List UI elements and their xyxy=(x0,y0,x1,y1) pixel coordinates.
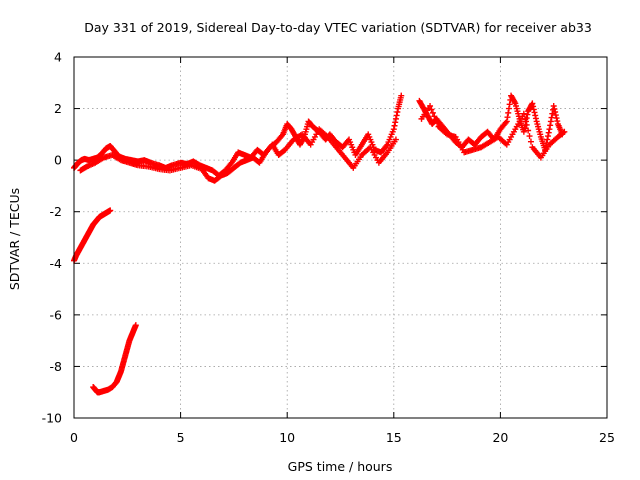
x-tick-label: 15 xyxy=(386,430,402,445)
data-point xyxy=(390,126,397,133)
x-tick-label: 20 xyxy=(492,430,508,445)
data-point xyxy=(529,100,536,107)
data-point xyxy=(523,121,530,128)
data-point xyxy=(506,101,513,108)
y-tick-label: -2 xyxy=(50,204,62,219)
data-point xyxy=(544,136,551,143)
data-point xyxy=(530,103,537,110)
data-point xyxy=(428,106,435,113)
data-point xyxy=(394,109,401,116)
data-points xyxy=(71,92,568,396)
data-point xyxy=(526,133,533,140)
y-tick-label: 0 xyxy=(54,153,62,168)
y-tick-label: 4 xyxy=(54,50,62,65)
data-point xyxy=(278,132,285,139)
y-tick-label: 2 xyxy=(54,101,62,116)
y-axis-label: SDTVAR / TECUs xyxy=(7,188,22,290)
series-main-trace-b xyxy=(77,126,399,184)
data-point xyxy=(511,99,518,106)
y-tick-label: -8 xyxy=(50,359,63,374)
grid-lines xyxy=(74,57,607,418)
y-tick-label: -6 xyxy=(50,307,63,322)
data-point xyxy=(383,142,390,149)
data-point xyxy=(429,109,436,116)
x-tick-label: 25 xyxy=(599,430,615,445)
data-point xyxy=(551,106,558,113)
data-point xyxy=(132,322,139,329)
data-point xyxy=(525,127,532,134)
data-point xyxy=(527,138,534,145)
data-point xyxy=(432,116,439,123)
data-point xyxy=(392,115,399,122)
x-tick-label: 10 xyxy=(279,430,295,445)
data-point xyxy=(547,118,554,125)
data-point xyxy=(431,113,438,120)
data-point xyxy=(531,109,538,116)
data-point xyxy=(554,118,561,125)
data-point xyxy=(532,115,539,122)
series-late-trace-b xyxy=(418,102,568,161)
data-point xyxy=(545,133,552,140)
data-point xyxy=(521,125,528,132)
plot-frame xyxy=(73,56,608,419)
data-point xyxy=(520,128,527,135)
data-point xyxy=(398,92,405,99)
data-point xyxy=(393,112,400,119)
data-point xyxy=(107,207,114,214)
data-point xyxy=(505,105,512,112)
data-point xyxy=(427,102,434,109)
data-point xyxy=(547,122,554,129)
data-point xyxy=(434,120,441,127)
data-point xyxy=(504,114,511,121)
data-point xyxy=(545,129,552,136)
data-point xyxy=(532,112,539,119)
data-point xyxy=(227,161,234,168)
x-axis-label: GPS time / hours xyxy=(288,459,393,474)
series-low-rise xyxy=(90,322,139,396)
data-point xyxy=(505,109,512,116)
x-tick-label: 0 xyxy=(70,430,78,445)
data-point xyxy=(502,119,509,126)
data-point xyxy=(553,115,560,122)
data-point xyxy=(561,128,568,135)
data-point xyxy=(560,129,567,136)
chart-title: Day 331 of 2019, Sidereal Day-to-day VTE… xyxy=(84,20,592,35)
data-point xyxy=(520,110,527,117)
data-point xyxy=(392,119,399,126)
data-point xyxy=(552,112,559,119)
data-point xyxy=(524,111,531,118)
data-point xyxy=(522,116,529,123)
data-point xyxy=(392,136,399,143)
series-early-rise xyxy=(71,207,114,264)
data-point xyxy=(546,126,553,133)
data-point xyxy=(503,118,510,125)
y-tick-label: -10 xyxy=(42,411,62,426)
data-point xyxy=(552,109,559,116)
data-point xyxy=(530,106,537,113)
x-tick-label: 5 xyxy=(177,430,185,445)
data-point xyxy=(550,102,557,109)
data-point xyxy=(391,122,398,129)
y-tick-label: -4 xyxy=(50,256,63,271)
